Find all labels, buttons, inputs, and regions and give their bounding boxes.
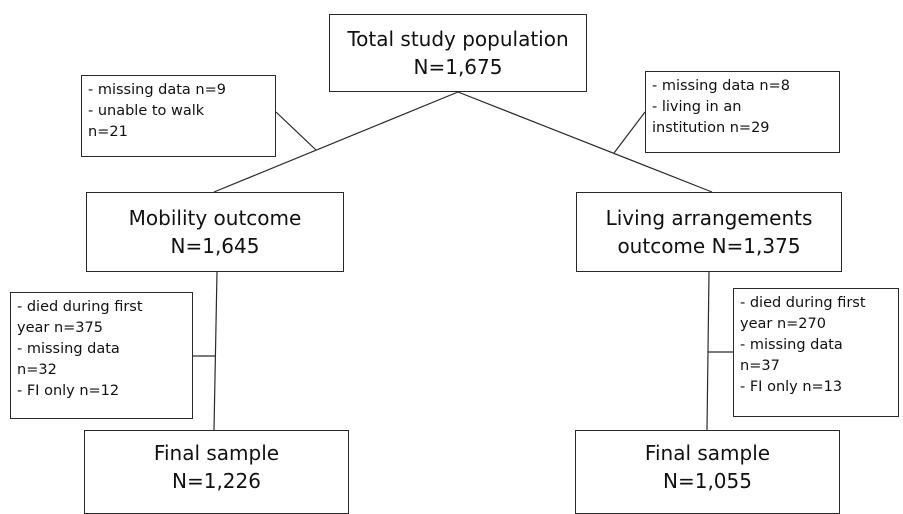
exclusion-mobility-line: - missing data <box>17 341 120 357</box>
living-outcome-count: outcome N=1,375 <box>617 234 801 258</box>
exclusion-left-line: - missing data n=9 <box>88 82 226 98</box>
exclusion-mobility-line: - FI only n=12 <box>17 383 120 399</box>
final-sample-mobility-title: Final sample <box>153 441 280 465</box>
exclusion-living-line: - FI only n=13 <box>740 379 843 395</box>
exclusion-mobility-line: - died during first <box>17 299 143 315</box>
mobility-outcome-title: Mobility outcome <box>128 206 302 230</box>
exclusion-right-line: - living in an <box>652 99 742 115</box>
mobility-outcome-box: Mobility outcome N=1,645 <box>86 192 344 272</box>
connector-mobility-to-final <box>213 271 218 431</box>
exclusion-mobility-box: - died during first year n=375 - missing… <box>10 292 193 419</box>
exclusion-living-box: - died during first year n=270 - missing… <box>733 288 899 417</box>
total-population-title: Total study population <box>347 27 569 51</box>
exclusion-right-line: institution n=29 <box>652 120 770 136</box>
exclusion-living-line: year n=270 <box>740 316 826 332</box>
exclusion-left-line: n=21 <box>88 124 128 140</box>
exclusion-mobility-line: n=32 <box>17 362 57 378</box>
connector-right-exclusion <box>613 111 646 154</box>
living-outcome-box: Living arrangements outcome N=1,375 <box>576 192 842 272</box>
connector-left-exclusion <box>275 111 317 151</box>
exclusion-left-line: - unable to walk <box>88 103 205 119</box>
exclusion-living-line: - missing data <box>740 337 843 353</box>
connector-living-to-final <box>706 271 710 431</box>
final-sample-mobility-count: N=1,226 <box>172 469 261 493</box>
exclusion-right-box: - missing data n=8 - living in an instit… <box>645 71 840 153</box>
final-sample-living-count: N=1,055 <box>663 469 752 493</box>
total-population-box: Total study population N=1,675 <box>329 14 587 92</box>
final-sample-mobility-box: Final sample N=1,226 <box>84 430 349 514</box>
exclusion-mobility-line: year n=375 <box>17 320 103 336</box>
exclusion-living-line: - died during first <box>740 295 866 311</box>
living-outcome-title: Living arrangements <box>605 206 813 230</box>
connector-total-to-living <box>457 91 713 193</box>
final-sample-living-box: Final sample N=1,055 <box>575 430 840 514</box>
final-sample-living-title: Final sample <box>644 441 771 465</box>
total-population-count: N=1,675 <box>413 55 503 79</box>
exclusion-left-box: - missing data n=9 - unable to walk n=21 <box>81 75 276 157</box>
mobility-outcome-count: N=1,645 <box>170 234 260 258</box>
exclusion-right-line: - missing data n=8 <box>652 78 790 94</box>
exclusion-living-line: n=37 <box>740 358 780 374</box>
connector-total-to-mobility <box>213 91 459 193</box>
